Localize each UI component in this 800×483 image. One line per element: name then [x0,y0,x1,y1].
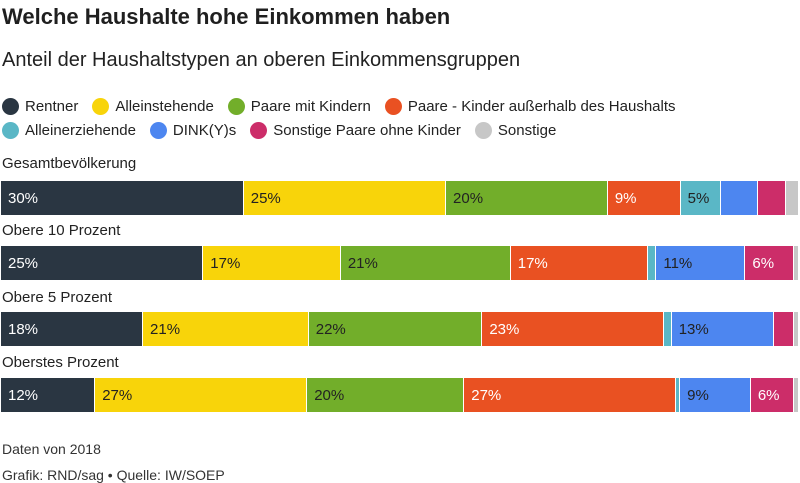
legend-label: Paare - Kinder außerhalb des Haushalts [407,98,676,115]
bar-segment-rentner: 25% [1,246,204,280]
bar-segment-sonstige [794,378,798,412]
data-label: 11% [663,254,693,272]
source-credit: Grafik: RND/sag • Quelle: IW/SOEP [2,467,225,483]
data-label: 22% [315,320,346,338]
bar-segment-dink-y-s: 13% [671,312,775,346]
data-label: 30% [8,189,39,207]
bar-segment-sonstige-paare-ohne-kinder: 6% [745,246,794,280]
legend-item-alleinstehende: Alleinstehende [92,95,214,118]
bar-segment-sonstige-paare-ohne-kinder [774,312,794,346]
legend-swatch [250,122,268,139]
bar-segment-sonstige [794,312,798,346]
bar-segment-rentner: 12% [1,378,96,412]
bar-segment-paare-mit-kindern: 22% [308,312,483,346]
bar-segment-rentner: 30% [1,181,244,215]
legend-swatch [474,122,492,139]
row-label: Gesamtbevölkerung [2,155,137,172]
bar-segment-alleinstehende: 21% [143,312,309,346]
legend-item-rentner: Rentner [2,95,78,118]
bar-gesamtbevolkerung: 30% 25% 20% 9% 5% [1,181,798,215]
bar-segment-sonstige [785,181,798,215]
legend-item-sonstige: Sonstige [474,119,557,142]
row-label: Oberstes Prozent [2,354,119,371]
legend: Rentner Alleinstehende Paare mit Kindern Pa… [2,95,798,143]
bar-segment-paare-mit-kindern: 20% [446,181,608,215]
bar-segment-alleinstehende: 25% [243,181,447,215]
bar-segment-dink-y-s: 9% [680,378,751,412]
legend-label: DINK(Y)s [172,122,237,139]
bar-segment-alleinstehende: 17% [203,246,341,280]
data-label: 27% [471,386,502,404]
data-label: 6% [757,386,780,404]
bar-segment-paare-mit-kindern: 20% [307,378,465,412]
data-label: 5% [687,189,710,207]
legend-label: Alleinstehende [115,98,214,115]
legend-item-paare-kinder-ausserhalb-des-haushalts: Paare - Kinder außerhalb des Haushalts [384,95,676,118]
bar-segment-alleinstehende: 27% [95,378,308,412]
legend-item-sonstige-paare-ohne-kinder: Sonstige Paare ohne Kinder [250,119,461,142]
bar-segment-alleinerziehende [648,246,657,280]
bar-segment-paare-kinder-ausserhalb-des-haushalts: 17% [510,246,649,280]
legend-label: Sonstige Paare ohne Kinder [273,122,461,139]
data-label: 9% [687,386,709,404]
data-label: 27% [102,386,133,404]
bar-segment-paare-kinder-ausserhalb-des-haushalts: 27% [464,378,677,412]
bar-segment-paare-kinder-ausserhalb-des-haushalts: 9% [607,181,681,215]
legend-item-dink-y-s: DINK(Y)s [149,119,237,142]
legend-swatch [384,98,402,115]
legend-swatch [227,98,245,115]
legend-swatch [92,98,110,115]
legend-item-paare-mit-kindern: Paare mit Kindern [227,95,371,118]
bar-obere-5-prozent: 18% 21% 22% 23% 13% [1,312,798,346]
data-label: 6% [752,254,775,272]
legend-item-alleinerziehende: Alleinerziehende [2,119,136,142]
legend-swatch [2,98,19,115]
bar-segment-dink-y-s [721,181,758,215]
legend-label: Alleinerziehende [25,122,136,139]
data-year-note: Daten von 2018 [2,441,101,457]
bar-obere-10-prozent: 25% 17% 21% 17% 11% 6% [1,246,798,280]
bar-segment-alleinerziehende [676,378,681,412]
data-label: 21% [150,320,181,338]
bar-segment-sonstige-paare-ohne-kinder: 6% [750,378,794,412]
legend-label: Paare mit Kindern [250,98,371,115]
bar-segment-alleinerziehende: 5% [680,181,722,215]
data-label: 18% [8,320,39,338]
legend-label: Sonstige [497,122,557,139]
data-label: 12% [8,386,39,404]
data-label: 25% [8,254,39,272]
data-label: 9% [614,189,637,207]
bar-segment-paare-mit-kindern: 21% [340,246,511,280]
chart-subtitle: Anteil der Haushaltstypen an oberen Eink… [2,49,521,71]
data-label: 13% [678,320,709,338]
bar-segment-sonstige [793,246,798,280]
row-label: Obere 5 Prozent [2,289,113,306]
legend-swatch [2,122,19,139]
bar-segment-rentner: 18% [1,312,144,346]
data-label: 17% [210,254,241,272]
chart-title: Welche Haushalte hohe Einkommen haben [2,4,451,29]
data-label: 20% [453,189,484,207]
legend-label: Rentner [25,98,79,115]
bar-segment-dink-y-s: 11% [656,246,746,280]
data-label: 21% [347,254,378,272]
bar-segment-sonstige-paare-ohne-kinder [757,181,786,215]
data-label: 17% [517,254,548,272]
data-label: 23% [489,320,520,338]
legend-swatch [149,122,167,139]
bar-oberstes-prozent: 12% 27% 20% 27% 9% 6% [1,378,798,412]
data-label: 25% [250,189,281,207]
bar-segment-alleinerziehende [663,312,672,346]
row-label: Obere 10 Prozent [2,222,121,239]
bar-segment-paare-kinder-ausserhalb-des-haushalts: 23% [482,312,664,346]
data-label: 20% [314,386,345,404]
